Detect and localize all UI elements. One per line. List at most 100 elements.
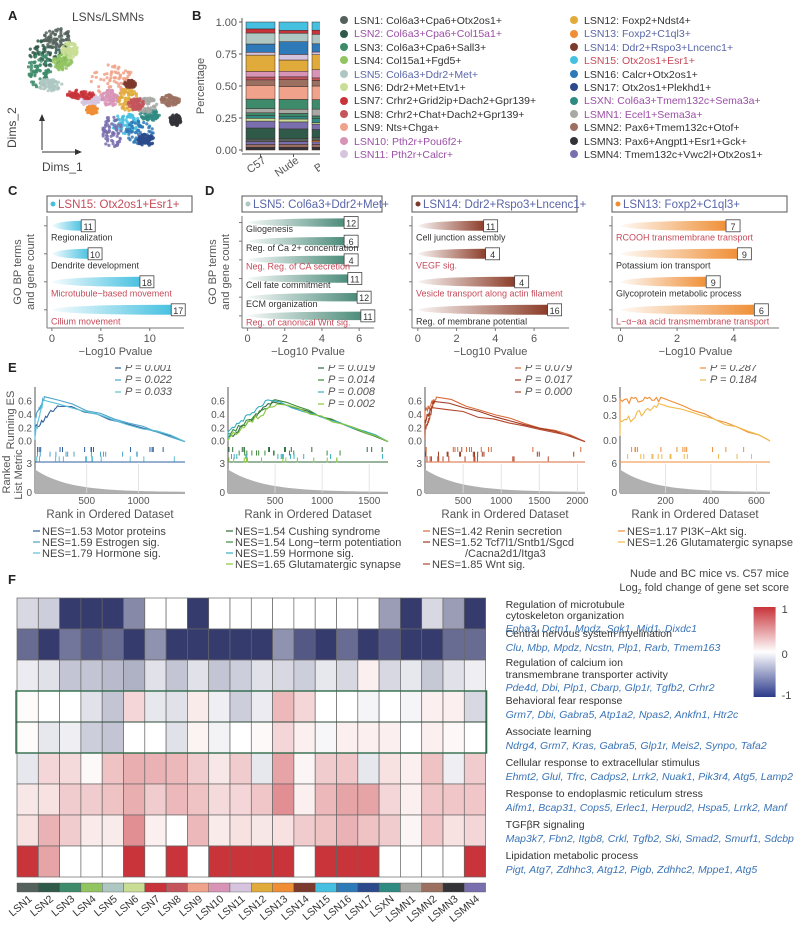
heatmap-cell: [144, 690, 167, 723]
go-term-bar: [620, 220, 729, 231]
legend-item-lsn3: LSN3: Col6a3+Cpa6+Sall3+: [340, 42, 486, 54]
umap-point: [67, 93, 71, 97]
bar-segment-lsn1: [311, 137, 320, 141]
heatmap-cell: [80, 783, 103, 816]
heatmap-cell: [314, 690, 337, 723]
pvalue-label: P = 0.008: [328, 386, 376, 398]
legend-label: LSN13: Foxp2+C1ql3+: [584, 28, 691, 41]
y-tick-label: 0.0: [211, 437, 225, 448]
umap-point: [46, 89, 50, 93]
heatmap-cell: [144, 783, 167, 816]
legend-dot-icon: [340, 16, 348, 25]
legend-label: LSN17: Otx2os1+Plekhd1+: [584, 82, 712, 94]
heatmap-cell: [400, 845, 423, 878]
umap-point: [118, 91, 122, 95]
umap-point: [46, 43, 50, 47]
heatmap-cell: [80, 845, 103, 878]
go-term-label: Reg. of membrane potential: [416, 316, 527, 326]
umap-point: [142, 137, 146, 141]
legend-dot-icon: [570, 43, 578, 52]
umap-point: [86, 96, 90, 100]
go-enrichment-panels: LSN15: Otx2os1+Esr1+0 5 10−Log10 Pvalue11R…: [12, 195, 788, 358]
legend-dot-icon: [340, 69, 348, 78]
umap-point: [57, 58, 62, 62]
ranked-metric-area: [35, 468, 185, 493]
bar-segment-lsn9: [311, 85, 320, 100]
umap-clusters: [26, 27, 183, 149]
legend-label: LSN4: Col15a1+Fgd5+: [354, 55, 462, 68]
heatmap-cell: [250, 597, 273, 630]
umap-point: [128, 72, 132, 76]
bar-segment-lsn12: [245, 54, 276, 72]
y-axis-label-bottom: List Metric: [13, 449, 25, 500]
heatmap-cell: [16, 690, 39, 723]
umap-point: [122, 114, 126, 118]
legend-label: LSN2: Col6a3+Cpa6+Col15a1+: [354, 28, 502, 41]
gene-count: 4: [490, 250, 495, 260]
legend-label: LSN8: Crhr2+Chat+Dach2+Gpr139+: [354, 108, 525, 121]
gene-count-box: [87, 247, 103, 261]
umap-point: [38, 63, 42, 67]
heatmap-cell: [336, 690, 359, 723]
umap-point: [115, 125, 119, 129]
umap-cluster-lsn14: [122, 78, 137, 89]
umap-point: [130, 135, 134, 139]
umap-point: [132, 100, 136, 104]
gene-count-box: [170, 303, 186, 317]
umap-point: [88, 92, 92, 96]
heatmap-cell: [400, 659, 423, 692]
umap-cluster-lsn8: [126, 97, 146, 112]
umap-point: [119, 94, 123, 98]
umap-point: [115, 140, 119, 144]
legend-label: LSN15: Otx2os1+Esr1+: [584, 55, 695, 68]
umap-point: [122, 92, 126, 96]
heatmap-cell: [357, 752, 380, 785]
umap-point: [169, 94, 173, 98]
bar-segment-lsn3: [245, 98, 276, 109]
pvalue-label: P = 0.014: [328, 374, 375, 386]
gene-count: 18: [142, 278, 152, 288]
heatmap-cell: [208, 814, 231, 847]
gene-count: 4: [349, 256, 354, 266]
running-es-line: [34, 405, 186, 443]
umap-point: [46, 59, 50, 63]
umap-point: [34, 45, 38, 49]
gene-count-box: [483, 219, 499, 233]
heatmap-cell: [400, 752, 423, 785]
umap-point: [136, 117, 140, 121]
column-label: LSN3: [49, 893, 77, 919]
umap-point: [147, 129, 151, 133]
umap-point: [118, 102, 122, 106]
umap-point: [29, 74, 33, 79]
heatmap-cell: [463, 597, 486, 630]
umap-point: [145, 98, 149, 102]
go-term-label: Potassium ion transport: [616, 260, 711, 270]
umap-point: [136, 132, 140, 136]
y-tick-label: 1.00: [216, 17, 237, 29]
x-tick-label: 0: [415, 333, 421, 345]
y-tick-label: 0.6: [18, 397, 32, 408]
umap-xlabel: Dims_1: [42, 160, 83, 174]
legend-dot-icon: [340, 56, 348, 65]
legend-dot-icon: [570, 16, 578, 25]
umap-cluster-lsn13: [84, 104, 99, 116]
umap-point: [132, 140, 136, 144]
bar-segment-lsn16: [278, 41, 309, 55]
heatmap-cell: [59, 597, 82, 630]
heatmap-cell: [165, 628, 188, 661]
umap-point: [89, 105, 93, 110]
umap-point: [114, 80, 118, 85]
umap-point: [119, 81, 123, 85]
bar-segment-lsn8: [245, 76, 276, 81]
heatmap-cell: [293, 845, 316, 878]
umap-point: [113, 102, 117, 106]
bar-segment-lsmn3: [245, 146, 276, 151]
umap-point: [128, 127, 132, 131]
umap-point: [124, 84, 128, 88]
go-term-bar: [247, 255, 347, 265]
heatmap-cell: [293, 783, 316, 816]
heatmap-cell: [272, 659, 295, 692]
x-tick-label: 500: [267, 496, 284, 507]
x-tick-label: 2000: [566, 496, 589, 507]
heatmap-cell: [336, 845, 359, 878]
